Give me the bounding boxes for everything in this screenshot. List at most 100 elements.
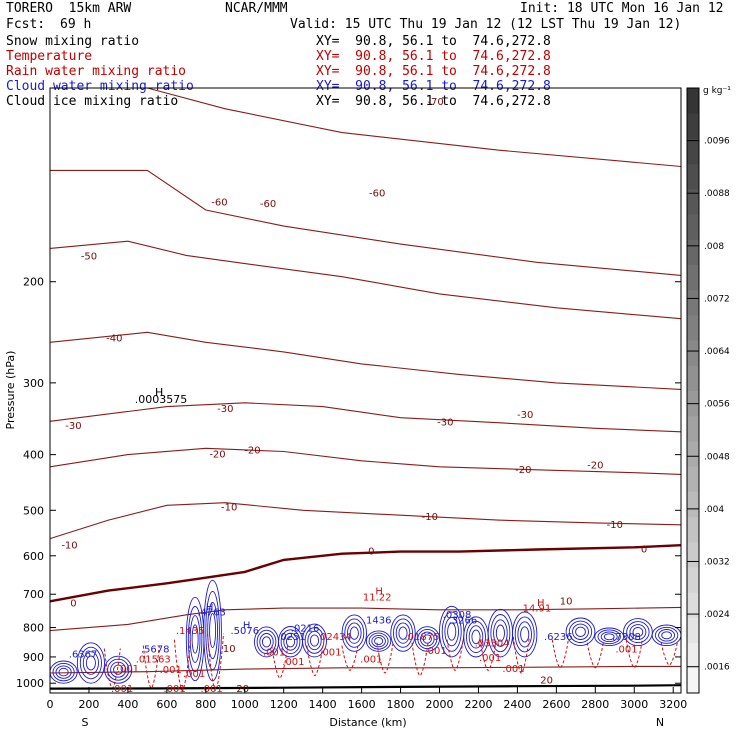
cloud-water-contour bbox=[390, 614, 416, 652]
center-label: NCAR/MMM bbox=[225, 1, 288, 16]
contour-label: .5678 bbox=[141, 645, 170, 656]
cloud-water-contour bbox=[468, 625, 484, 649]
contour-label: .001 bbox=[160, 665, 182, 676]
cloud-water-contour bbox=[52, 662, 75, 682]
x-tick-label: 1800 bbox=[387, 698, 415, 711]
cloud-water-contour bbox=[349, 626, 359, 640]
contour-label: .01563 bbox=[136, 654, 171, 665]
x-tick-label: 1600 bbox=[348, 698, 376, 711]
cloud-water-contour bbox=[256, 629, 277, 655]
cloud-water-contour bbox=[283, 632, 298, 651]
contour-label: -30 bbox=[65, 421, 81, 432]
cloud-water-contour bbox=[189, 615, 201, 663]
contour-label: .1435 bbox=[176, 626, 205, 637]
contour-label: -10 bbox=[607, 520, 623, 531]
contour-label: H bbox=[537, 598, 545, 609]
cloud-water-contour bbox=[623, 618, 653, 647]
cloud-water-contour bbox=[285, 636, 296, 648]
contour-label: .4763 bbox=[197, 607, 226, 618]
cloud-water-contour bbox=[603, 633, 615, 641]
x-tick-label: 1000 bbox=[231, 698, 259, 711]
contour-label: -30 bbox=[437, 417, 453, 428]
colorbar-step bbox=[687, 239, 699, 265]
colorbar-step bbox=[687, 592, 699, 618]
temperature-contour bbox=[50, 169, 682, 276]
contour-label: .001 bbox=[163, 684, 185, 695]
contour-label: .5076 bbox=[230, 626, 259, 637]
cloud-water-region bbox=[341, 614, 440, 652]
contour-label: .001 bbox=[424, 646, 446, 657]
temperature-contour bbox=[49, 606, 682, 632]
contour-label: .001 bbox=[319, 647, 341, 658]
contour-label: .001 bbox=[615, 645, 637, 656]
y-tick-label: 400 bbox=[23, 449, 44, 462]
cloud-water-contour bbox=[444, 616, 459, 647]
cloud-water-contour bbox=[203, 579, 222, 682]
contour-label: -40 bbox=[106, 333, 122, 344]
colorbar-step bbox=[687, 516, 699, 543]
colorbar-step bbox=[687, 466, 699, 492]
temperature-contour bbox=[49, 402, 682, 433]
x-tick-label: 2600 bbox=[542, 698, 570, 711]
contour-label: H bbox=[375, 587, 383, 598]
colorbar-tick-label: .0096 bbox=[704, 137, 730, 147]
contour-label: 0 bbox=[641, 545, 647, 556]
cloud-water-contour bbox=[487, 608, 514, 658]
legend-label-snow: Snow mixing ratio bbox=[6, 34, 140, 49]
colorbar-tick-label: .008 bbox=[704, 242, 724, 252]
contour-label: .0251 bbox=[277, 632, 306, 643]
colorbar-step bbox=[687, 113, 699, 139]
cloud-water-contour bbox=[597, 629, 621, 645]
cloud-water-contour bbox=[191, 624, 199, 654]
cloud-water-contour bbox=[466, 620, 486, 653]
colorbar-step bbox=[687, 314, 699, 341]
contour-label: -10 bbox=[221, 502, 237, 513]
contour-label: .001 bbox=[183, 669, 205, 680]
cloud-water-contour bbox=[661, 631, 672, 640]
colorbar-step bbox=[687, 163, 699, 190]
cloud-water-contour bbox=[261, 636, 272, 648]
cloud-water-contour bbox=[76, 642, 105, 684]
temperature-contour bbox=[147, 87, 682, 168]
cloud-water-contour bbox=[600, 631, 618, 643]
fcst-value: 69 h bbox=[60, 17, 92, 32]
model-title: TORERO 15km ARW bbox=[6, 1, 132, 16]
contour-label: H bbox=[206, 602, 214, 613]
cloud-water-contour bbox=[49, 660, 78, 684]
valid-time: Valid: 15 UTC Thu 19 Jan 12 (12 LST Thu … bbox=[290, 17, 682, 32]
colorbar-tick-label: .0048 bbox=[704, 452, 730, 462]
colorbar-step bbox=[687, 541, 699, 568]
contour-label: .001 bbox=[282, 657, 304, 668]
plot-frame bbox=[49, 87, 682, 694]
y-axis-label: Pressure (hPa) bbox=[4, 351, 17, 430]
contour-label: -20 bbox=[515, 465, 531, 476]
cloud-water-contour bbox=[512, 611, 538, 658]
rain-water-contour bbox=[376, 642, 394, 674]
contour-label: -60 bbox=[260, 199, 276, 210]
colorbar-frame bbox=[686, 87, 700, 694]
y-tick-label: 700 bbox=[23, 588, 44, 601]
cloud-water-contour bbox=[304, 627, 325, 654]
cloud-water-region bbox=[49, 642, 133, 684]
contour-label: -20 bbox=[587, 460, 603, 471]
colorbar-tick-label: .0072 bbox=[704, 294, 730, 304]
cloud-water-contour bbox=[302, 623, 327, 658]
cloud-water-contour bbox=[658, 629, 676, 642]
legend-label-rain: Rain water mixing ratio bbox=[6, 64, 187, 79]
contour-label: .3266 bbox=[449, 615, 478, 626]
contour-label: .001 bbox=[117, 664, 139, 675]
x-tick-label: 2000 bbox=[426, 698, 454, 711]
rain-water-contours bbox=[103, 633, 678, 692]
colorbar-step bbox=[687, 340, 699, 366]
contour-label: .02434 bbox=[317, 632, 352, 643]
rain-water-contour bbox=[207, 633, 224, 692]
cloud-water-contour bbox=[187, 606, 203, 672]
contour-label: .7308 bbox=[612, 632, 641, 643]
contour-label: .0003575 bbox=[135, 393, 188, 406]
cloud-water-contour bbox=[393, 618, 413, 648]
cloud-water-contour bbox=[514, 616, 535, 653]
colorbar-unit: g kg⁻¹ bbox=[703, 86, 731, 96]
legend-label-cloud-water: Cloud water mixing ratio bbox=[6, 79, 194, 94]
colorbar-step bbox=[687, 566, 699, 593]
